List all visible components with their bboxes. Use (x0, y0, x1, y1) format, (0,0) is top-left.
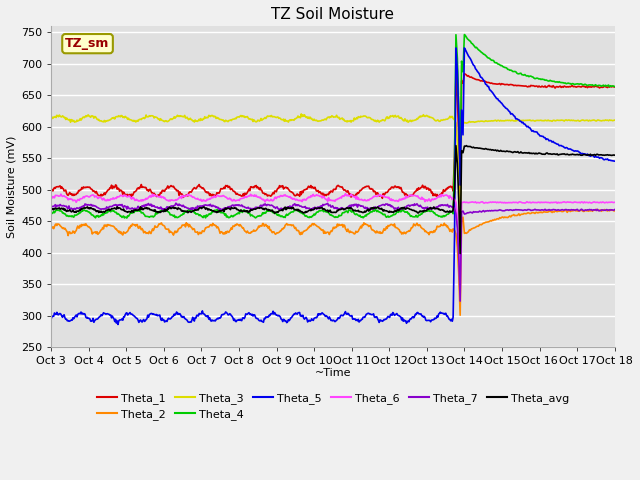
Theta_avg (463, 143, 470, 148)
Theta_6 (47, 196, 55, 202)
Line: Theta_6: Theta_6 (51, 194, 614, 293)
Theta_3 (47, 117, 55, 122)
Theta_6 (173, 196, 181, 202)
Theta_7 (487, 208, 495, 214)
Theta_3 (64, 117, 72, 122)
Line: Theta_4: Theta_4 (51, 35, 614, 218)
Theta_2 (173, 229, 181, 235)
Theta_2 (100, 226, 108, 232)
Theta_6 (100, 195, 108, 201)
Theta_5 (64, 318, 72, 324)
Theta_4 (47, 211, 55, 217)
Theta_4 (100, 212, 108, 218)
Theta_3 (406, 118, 413, 123)
Theta_7 (175, 203, 182, 208)
Theta_1 (456, 201, 464, 206)
Theta_6 (342, 191, 349, 197)
Theta_3 (611, 117, 618, 123)
Theta_4 (64, 213, 72, 219)
Theta_4 (282, 212, 290, 218)
Theta_4 (123, 215, 131, 221)
Theta_4 (611, 84, 618, 89)
Text: TZ_sm: TZ_sm (65, 37, 109, 50)
Theta_avg (405, 206, 413, 212)
Theta_5 (611, 158, 618, 164)
Line: Theta_1: Theta_1 (51, 74, 614, 204)
Theta_6 (456, 290, 464, 296)
Theta_1 (282, 185, 289, 191)
Theta_3 (100, 119, 108, 125)
Theta_4 (487, 57, 495, 62)
Theta_7 (406, 204, 413, 209)
Theta_6 (487, 199, 495, 205)
Y-axis label: Soil Moisture (mV): Soil Moisture (mV) (7, 135, 17, 238)
Theta_1 (47, 187, 55, 192)
Legend: Theta_1, Theta_2, Theta_3, Theta_4, Theta_5, Theta_6, Theta_7, Theta_avg: Theta_1, Theta_2, Theta_3, Theta_4, Thet… (92, 388, 574, 425)
Theta_7 (100, 206, 108, 212)
Theta_4 (175, 215, 182, 220)
Theta_2 (486, 218, 493, 224)
Theta_6 (282, 192, 289, 198)
Theta_1 (64, 192, 72, 198)
Theta_avg (100, 209, 108, 215)
Theta_2 (456, 312, 464, 318)
Theta_5 (282, 318, 290, 324)
Theta_7 (456, 298, 464, 304)
Theta_avg (611, 152, 618, 158)
Theta_2 (47, 225, 55, 231)
Theta_1 (405, 193, 413, 199)
Theta_6 (64, 197, 72, 203)
Theta_5 (175, 311, 182, 316)
X-axis label: ~Time: ~Time (315, 368, 351, 378)
Theta_2 (282, 222, 289, 228)
Theta_6 (406, 192, 413, 198)
Theta_5 (406, 317, 413, 323)
Theta_3 (487, 118, 495, 124)
Theta_7 (47, 204, 55, 209)
Theta_1 (487, 81, 495, 86)
Theta_1 (611, 84, 618, 90)
Theta_3 (173, 112, 181, 118)
Theta_5 (114, 322, 122, 327)
Theta_5 (487, 87, 495, 93)
Theta_4 (406, 212, 413, 217)
Theta_6 (611, 199, 618, 205)
Line: Theta_7: Theta_7 (51, 203, 614, 301)
Line: Theta_2: Theta_2 (51, 209, 614, 315)
Theta_avg (47, 206, 55, 212)
Line: Theta_5: Theta_5 (51, 48, 614, 324)
Theta_1 (173, 188, 181, 193)
Theta_5 (100, 310, 108, 316)
Theta_7 (172, 200, 180, 206)
Theta_avg (282, 204, 289, 210)
Theta_7 (282, 205, 290, 211)
Theta_2 (405, 228, 413, 234)
Theta_4 (461, 32, 468, 37)
Theta_2 (611, 208, 618, 214)
Line: Theta_avg: Theta_avg (51, 145, 614, 253)
Theta_2 (593, 206, 600, 212)
Theta_avg (487, 146, 495, 152)
Theta_5 (47, 316, 55, 322)
Title: TZ Soil Moisture: TZ Soil Moisture (271, 7, 394, 22)
Line: Theta_3: Theta_3 (51, 114, 614, 238)
Theta_7 (611, 207, 618, 213)
Theta_avg (456, 251, 464, 256)
Theta_7 (64, 205, 72, 211)
Theta_5 (452, 45, 460, 51)
Theta_avg (64, 208, 72, 214)
Theta_avg (173, 206, 181, 212)
Theta_3 (298, 111, 305, 117)
Theta_2 (64, 233, 72, 239)
Theta_3 (282, 117, 289, 122)
Theta_1 (100, 192, 108, 198)
Theta_3 (456, 235, 464, 240)
Theta_1 (461, 71, 468, 77)
